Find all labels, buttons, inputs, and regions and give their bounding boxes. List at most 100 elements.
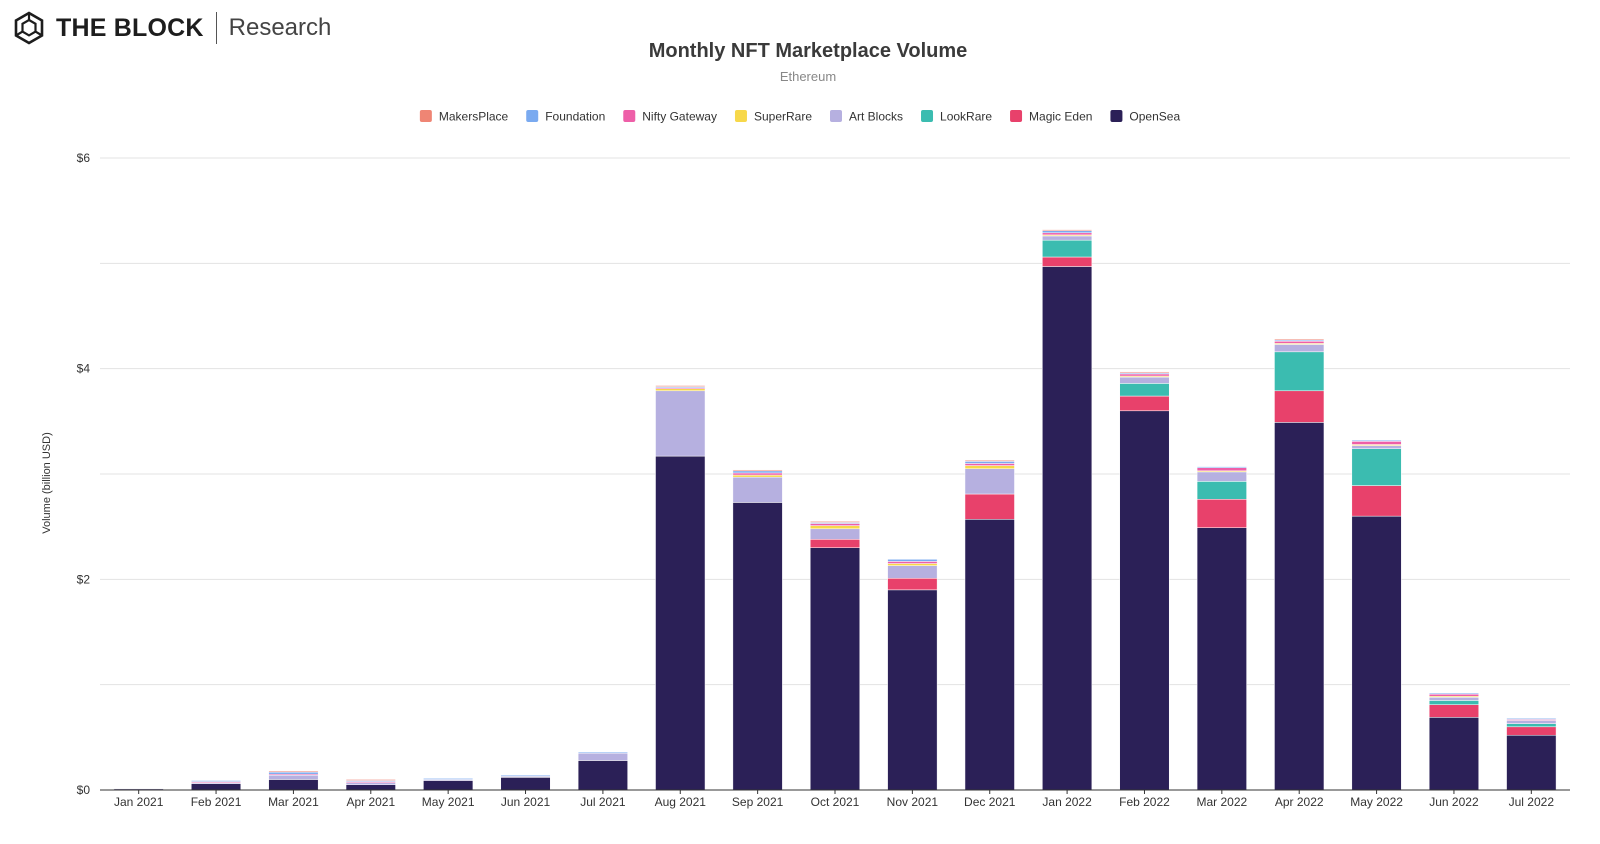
legend-item-lookrare[interactable]: LookRare — [921, 110, 992, 124]
bar-magic-eden-jun-2022 — [1428, 704, 1479, 718]
bar-stack-jun-2021 — [500, 775, 551, 791]
bar-foundation-jun-2022 — [1428, 692, 1479, 695]
bar-lookrare-apr-2022 — [1274, 351, 1325, 392]
bar-makersplace-aug-2021 — [655, 385, 706, 387]
x-tick-label: Aug 2021 — [655, 795, 707, 809]
bar-nifty-gateway-sep-2021 — [732, 472, 783, 476]
legend-item-opensea[interactable]: OpenSea — [1110, 110, 1180, 124]
bar-art-blocks-jun-2022 — [1428, 697, 1479, 701]
bar-opensea-mar-2022 — [1196, 527, 1247, 791]
bar-makersplace-apr-2021 — [345, 779, 396, 781]
bar-art-blocks-sep-2021 — [732, 476, 783, 503]
x-tick-label: May 2021 — [422, 795, 475, 809]
legend-item-art-blocks[interactable]: Art Blocks — [830, 110, 903, 124]
bar-magic-eden-oct-2021 — [809, 539, 861, 548]
x-tick-label: Mar 2022 — [1196, 795, 1247, 809]
bar-magic-eden-apr-2022 — [1274, 390, 1325, 423]
bar-foundation-mar-2021 — [268, 771, 319, 775]
legend-swatch — [623, 110, 636, 122]
bar-foundation-jan-2022 — [1042, 230, 1093, 234]
x-tick-label: Apr 2021 — [346, 795, 395, 809]
legend-swatch — [1010, 110, 1023, 122]
bar-opensea-may-2022 — [1351, 515, 1402, 791]
x-tick-label: Jul 2021 — [580, 795, 626, 809]
bar-stack-apr-2021 — [345, 779, 396, 791]
x-tick-label: Oct 2021 — [811, 795, 860, 809]
bar-superrare-oct-2021 — [809, 525, 861, 530]
bar-stack-aug-2021 — [655, 385, 706, 791]
bar-stack-jul-2021 — [577, 751, 628, 791]
bar-opensea-jun-2022 — [1428, 717, 1479, 791]
bar-nifty-gateway-may-2022 — [1351, 441, 1402, 445]
x-tick-label: Mar 2021 — [268, 795, 319, 809]
x-tick-label: May 2022 — [1350, 795, 1403, 809]
bar-art-blocks-oct-2021 — [809, 528, 861, 540]
bar-makersplace-dec-2021 — [964, 460, 1015, 462]
x-tick-label: Jan 2022 — [1042, 795, 1092, 809]
bar-stack-dec-2021 — [964, 460, 1015, 791]
bar-stack-jul-2022 — [1506, 718, 1557, 791]
legend-label: LookRare — [940, 110, 992, 124]
bar-art-blocks-aug-2021 — [655, 390, 706, 457]
bar-opensea-feb-2021 — [191, 783, 242, 791]
bar-makersplace-feb-2022 — [1119, 371, 1170, 374]
bar-superrare-nov-2021 — [887, 563, 938, 566]
y-tick-label: $2 — [77, 572, 91, 586]
x-tick-label: Apr 2022 — [1275, 795, 1324, 809]
bar-art-blocks-nov-2021 — [887, 565, 938, 579]
bar-lookrare-jul-2022 — [1506, 723, 1557, 728]
bar-art-blocks-mar-2021 — [268, 775, 319, 780]
bar-art-blocks-mar-2022 — [1196, 471, 1247, 482]
chart-title: Monthly NFT Marketplace Volume — [649, 40, 968, 62]
bar-foundation-may-2022 — [1351, 440, 1402, 442]
brand-name: THE BLOCK — [56, 13, 204, 42]
legend-label: Magic Eden — [1029, 110, 1092, 124]
bar-nifty-gateway-oct-2021 — [809, 523, 861, 526]
bar-opensea-jun-2021 — [500, 777, 551, 791]
cube-logo-icon — [14, 11, 44, 45]
bar-superrare-aug-2021 — [655, 388, 706, 392]
bar-foundation-may-2021 — [423, 778, 474, 780]
legend-label: MakersPlace — [439, 110, 509, 124]
bar-superrare-sep-2021 — [732, 474, 783, 478]
y-axis-ticks: $0 $2 $4 $6 — [77, 151, 91, 797]
bar-stack-feb-2021 — [191, 780, 242, 791]
bar-opensea-may-2021 — [423, 780, 474, 791]
bar-nifty-gateway-jun-2022 — [1428, 693, 1479, 697]
bar-foundation-nov-2021 — [887, 559, 938, 562]
bar-nifty-gateway-mar-2022 — [1196, 467, 1247, 472]
bar-lookrare-may-2022 — [1351, 448, 1402, 486]
bar-nifty-gateway-feb-2022 — [1119, 373, 1170, 377]
x-tick-label: Jun 2021 — [501, 795, 551, 809]
bar-opensea-jan-2022 — [1042, 266, 1093, 791]
legend-swatch — [734, 110, 747, 122]
bar-opensea-sep-2021 — [732, 502, 783, 791]
bar-opensea-feb-2022 — [1119, 410, 1170, 791]
bar-lookrare-mar-2022 — [1196, 481, 1247, 500]
bar-opensea-oct-2021 — [809, 547, 861, 791]
bar-opensea-aug-2021 — [655, 455, 706, 791]
bar-foundation-jul-2022 — [1506, 718, 1557, 720]
legend-swatch — [1110, 110, 1123, 122]
bar-foundation-jul-2021 — [577, 751, 628, 754]
bar-stack-jun-2022 — [1428, 692, 1479, 791]
legend-item-magic-eden[interactable]: Magic Eden — [1010, 110, 1092, 124]
bar-magic-eden-nov-2021 — [887, 578, 938, 591]
legend-item-superrare[interactable]: SuperRare — [734, 110, 812, 124]
bar-stack-may-2022 — [1351, 440, 1402, 791]
legend-item-nifty-gateway[interactable]: Nifty Gateway — [623, 110, 717, 124]
x-tick-label: Nov 2021 — [887, 795, 939, 809]
legend-item-foundation[interactable]: Foundation — [526, 110, 605, 124]
bar-art-blocks-dec-2021 — [964, 468, 1015, 495]
bar-foundation-feb-2021 — [191, 780, 242, 782]
bar-nifty-gateway-nov-2021 — [887, 561, 938, 564]
x-tick-label: Jun 2022 — [1429, 795, 1479, 809]
x-tick-label: Sep 2021 — [732, 795, 784, 809]
bar-superrare-dec-2021 — [964, 465, 1015, 469]
bar-opensea-dec-2021 — [964, 519, 1015, 791]
bar-foundation-jun-2021 — [500, 775, 551, 777]
legend-label: Art Blocks — [849, 110, 903, 124]
bar-makersplace-sep-2021 — [732, 469, 783, 472]
legend-item-makersplace[interactable]: MakersPlace — [419, 110, 509, 124]
